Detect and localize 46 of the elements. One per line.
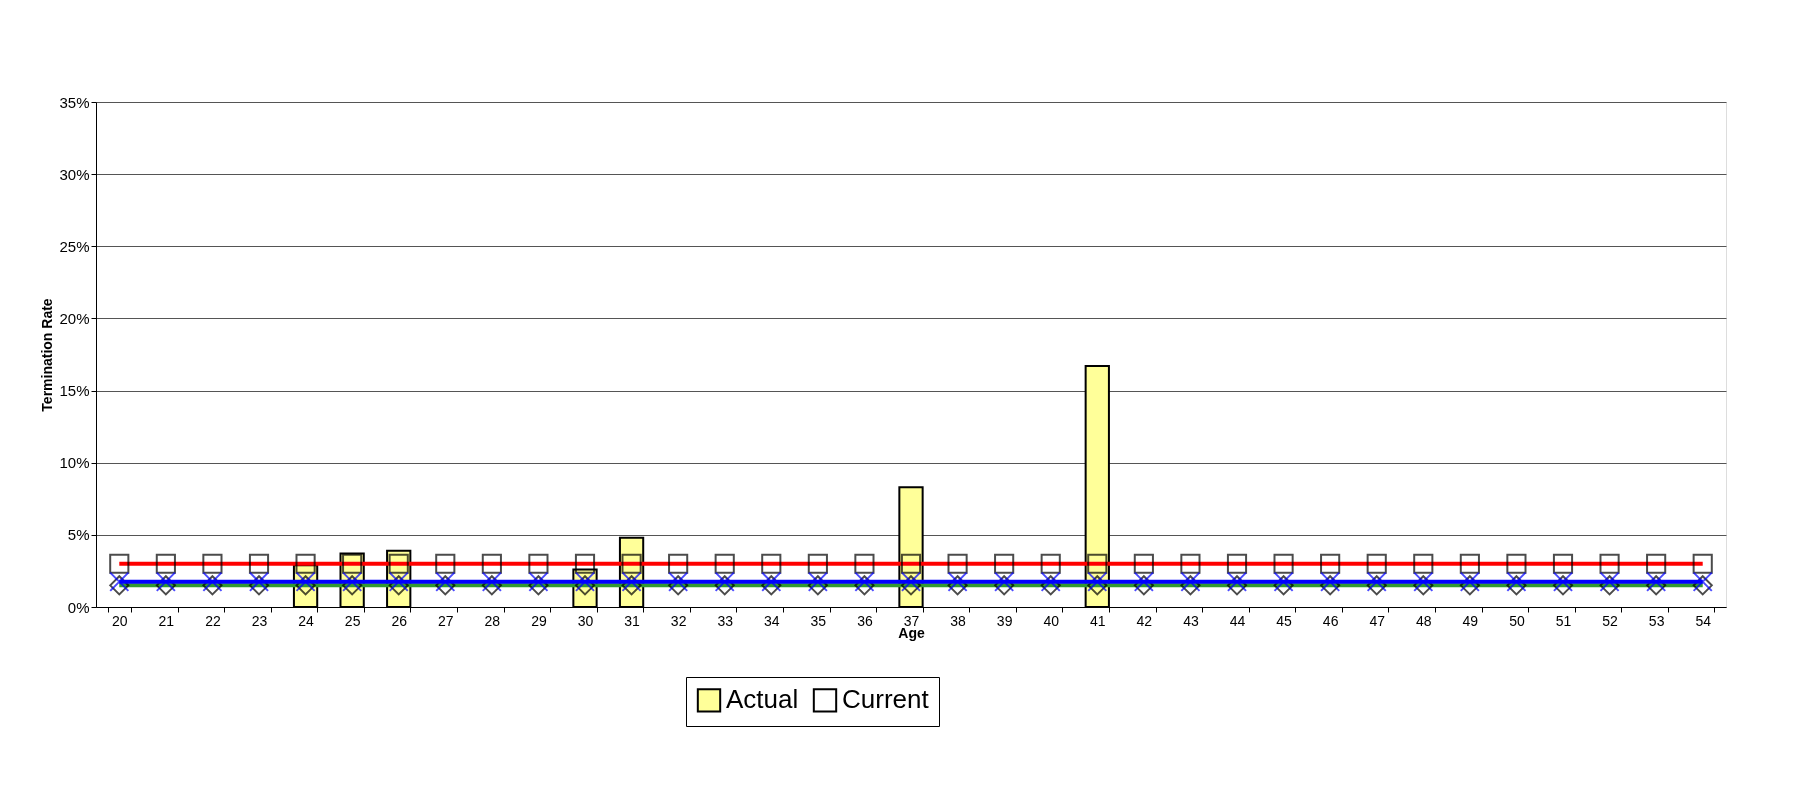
y-tick-label: 35%	[59, 93, 90, 111]
x-tick-label: 34	[764, 612, 780, 629]
x-tick-label: 48	[1416, 612, 1432, 629]
x-tick-label: 43	[1183, 612, 1199, 629]
x-tick-label: 23	[251, 612, 268, 629]
x-tick-label: 40	[1043, 612, 1060, 629]
y-tick-label: 15%	[59, 382, 90, 400]
x-tick-label: 52	[1602, 612, 1619, 629]
x-tick-label: 45	[1276, 612, 1293, 629]
x-tick-label: 53	[1648, 612, 1665, 629]
x-tick-label: 51	[1555, 612, 1572, 629]
x-tick-label: 28	[484, 612, 501, 629]
x-tick-label: 30	[577, 612, 594, 629]
x-tick-label: 37	[903, 612, 920, 629]
x-tick-label: 24	[298, 612, 315, 629]
x-tick-label: 33	[717, 612, 734, 629]
legend-label: Actual	[726, 684, 799, 715]
x-tick-label: 38	[950, 612, 967, 629]
y-tick-label: 10%	[59, 454, 90, 472]
x-tick-label: 47	[1369, 612, 1386, 629]
y-tick-label: 5%	[67, 526, 90, 544]
y-axis-title: Termination Rate	[39, 298, 56, 412]
y-tick-label: 25%	[59, 237, 90, 255]
x-tick-label: 49	[1462, 612, 1479, 629]
x-tick-label: 54	[1695, 612, 1712, 629]
x-tick-label: 44	[1229, 612, 1246, 629]
x-tick-label: 29	[531, 612, 547, 629]
x-tick-label: 42	[1136, 612, 1153, 629]
x-tick-label: 26	[391, 612, 408, 629]
x-tick-label: 31	[624, 612, 641, 629]
x-tick-label: 21	[158, 612, 175, 629]
y-tick-label: 20%	[59, 309, 90, 327]
x-tick-label: 25	[344, 612, 361, 629]
x-tick-label: 27	[438, 612, 454, 629]
x-tick-label: 50	[1509, 612, 1525, 629]
x-tick-label: 35	[810, 612, 827, 629]
y-tick-label: 30%	[59, 165, 90, 183]
x-tick-label: 46	[1322, 612, 1339, 629]
x-tick-label: 22	[205, 612, 221, 629]
x-tick-label: 32	[670, 612, 687, 629]
x-tick-label: 20	[112, 612, 128, 629]
x-tick-label: 41	[1090, 612, 1106, 629]
x-tick-label: 39	[996, 612, 1013, 629]
x-tick-label: 36	[857, 612, 873, 629]
legend-label: Current	[842, 684, 930, 715]
y-tick-label: 0%	[67, 598, 90, 616]
